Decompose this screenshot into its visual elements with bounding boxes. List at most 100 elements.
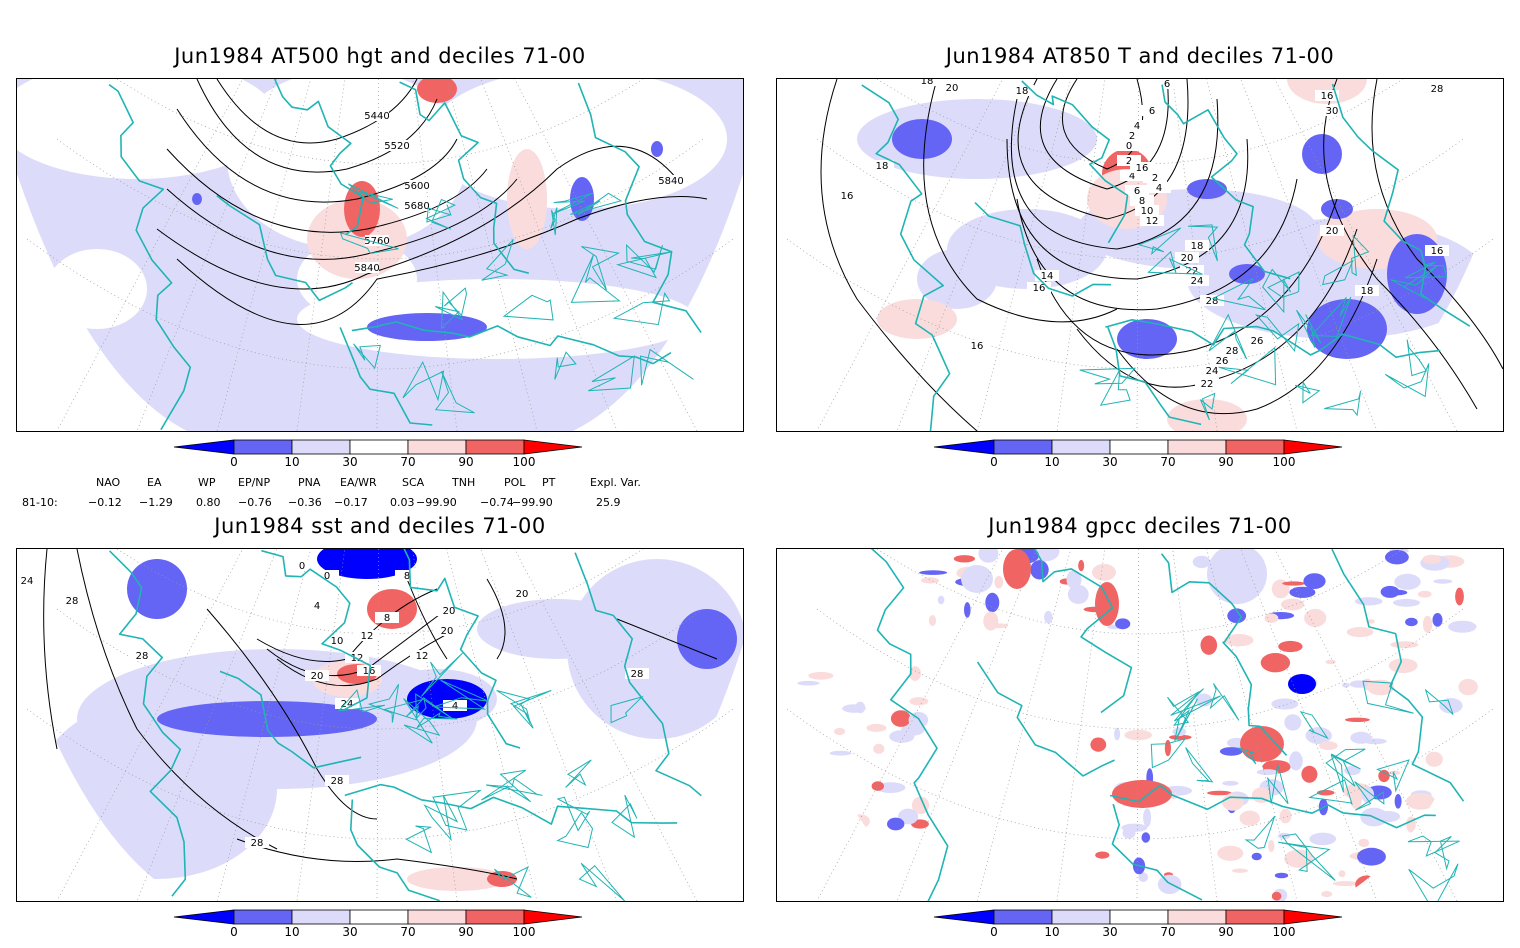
decile-area — [953, 555, 975, 563]
decile-area — [677, 609, 737, 669]
decile-area — [994, 575, 1004, 589]
decile-area — [928, 615, 937, 627]
contour-label: 5600 — [404, 181, 429, 192]
decile-area — [909, 697, 929, 706]
decile-area — [1357, 847, 1386, 866]
decile-area — [1095, 851, 1110, 859]
tele-value-ea: −1.29 — [139, 496, 173, 509]
tele-value-sca: 0.03 — [390, 496, 415, 509]
colorbar-segment — [1225, 439, 1285, 455]
decile-area — [651, 141, 663, 157]
colorbar-label: 30 — [1102, 455, 1118, 469]
colorbar-label: 70 — [1160, 455, 1176, 469]
map-outside-left — [777, 174, 947, 431]
colorbar-segment — [1109, 909, 1169, 925]
decile-area — [1044, 610, 1053, 624]
decile-area — [1309, 832, 1337, 846]
decile-area — [1321, 199, 1353, 219]
coastlines — [109, 549, 702, 901]
decile-area — [1256, 769, 1278, 776]
teleconnection-table: NAO EA WP EP/NP PNA EA/WR SCA TNH POL PT… — [0, 476, 740, 512]
contour-label: 28 — [631, 669, 644, 680]
decile-area — [1332, 881, 1358, 887]
colorbar-arrow-high — [523, 909, 583, 925]
tele-value-tnh: −99.90 — [416, 496, 457, 509]
contour-label: 2 — [1129, 131, 1135, 142]
decile-area — [507, 149, 547, 249]
map-outside-right — [573, 174, 743, 431]
contour-label: 26 — [1251, 336, 1264, 347]
decile-area — [477, 599, 637, 659]
decile-area — [873, 743, 885, 754]
decile-area — [1268, 840, 1275, 852]
colorbar-segment — [993, 439, 1053, 455]
contour-label: 0 — [1126, 141, 1132, 152]
tele-header-pol: POL — [504, 476, 526, 489]
colorbar-hgt500: 0 10 30 70 90 100 — [172, 438, 592, 478]
map-t850: 18 20 16 18 16 6 4 2 0 2 4 6 8 10 12 14 16 18 20 22 24 26 28 28… — [776, 78, 1504, 432]
colorbar-segment — [1109, 439, 1169, 455]
contour-label: 24 — [1206, 366, 1219, 377]
contour-label: 16 — [1321, 91, 1334, 102]
decile-area — [1289, 751, 1303, 771]
contour-label: 18 — [1191, 241, 1204, 252]
decile-area — [1417, 590, 1432, 598]
decile-area — [1284, 714, 1302, 731]
contour-label: 5840 — [354, 263, 379, 274]
tele-header-sca: SCA — [402, 476, 425, 489]
colorbar-segment — [1167, 439, 1227, 455]
decile-area — [961, 565, 993, 593]
decile-area — [407, 867, 507, 891]
decile-area — [417, 79, 457, 103]
decile-area — [1346, 627, 1374, 638]
contour-label: 4 — [1156, 183, 1162, 194]
tele-value-nao: −0.12 — [88, 496, 122, 509]
decile-area — [1222, 780, 1239, 786]
decile-area — [1114, 727, 1121, 741]
decile-area — [919, 570, 948, 575]
decile-area — [911, 796, 930, 814]
decile-area — [1388, 658, 1418, 673]
decile-area — [1251, 787, 1272, 803]
contour-label: 0 — [299, 561, 305, 572]
contour-label: 18 — [921, 79, 934, 87]
decile-area — [890, 710, 911, 727]
tele-header-pt: PT — [542, 476, 556, 489]
decile-area — [1229, 264, 1265, 284]
contour-label: 26 — [1216, 356, 1229, 367]
decile-area — [1394, 573, 1421, 590]
decile-area — [1288, 674, 1316, 694]
decile-area — [1264, 613, 1279, 623]
decile-area — [887, 817, 905, 831]
decile-area — [1349, 789, 1362, 809]
coastlines — [861, 80, 1471, 431]
decile-area — [192, 193, 202, 205]
decile-area — [1280, 598, 1305, 611]
decile-area — [1003, 549, 1031, 589]
decile-area — [964, 602, 971, 618]
contour-label: 8 — [1139, 196, 1145, 207]
decile-area — [317, 549, 417, 579]
decile-area — [1222, 793, 1244, 811]
decile-area — [1224, 634, 1254, 647]
decile-area — [1448, 620, 1477, 633]
decile-area — [1367, 679, 1394, 696]
map-outside-left — [17, 174, 187, 431]
colorbar-svg — [173, 439, 583, 455]
contour-label: 8 — [384, 613, 390, 624]
colorbar-segment — [233, 909, 293, 925]
contour-label: 22 — [1201, 379, 1214, 390]
contour-label: 28 — [1431, 84, 1444, 95]
decile-area — [1207, 549, 1267, 604]
colorbar-svg — [933, 439, 1343, 455]
borders — [339, 183, 694, 414]
decile-area — [1271, 698, 1299, 710]
decile-area — [1361, 786, 1375, 804]
decile-area — [871, 781, 884, 791]
decile-area — [978, 549, 999, 563]
colorbar-segment — [291, 909, 351, 925]
decile-area — [1301, 765, 1318, 783]
coastlines — [108, 79, 702, 431]
colorbar-label: 30 — [1102, 925, 1118, 939]
decile-area — [937, 595, 945, 605]
